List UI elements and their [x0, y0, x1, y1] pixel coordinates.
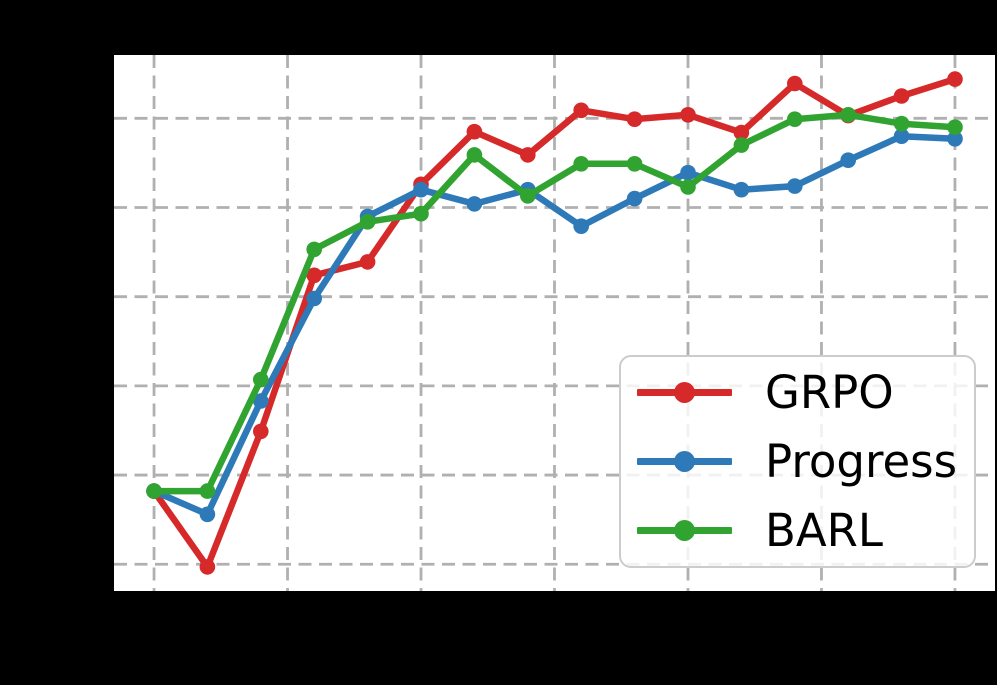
legend-entry: Progress [621, 427, 974, 496]
legend: GRPO Progress BARL [619, 355, 976, 568]
data-point-barl [146, 483, 162, 499]
series-line-progress [150, 132, 959, 518]
data-point-progress [840, 152, 856, 168]
data-point-progress [787, 178, 803, 194]
legend-entry: GRPO [621, 358, 974, 427]
legend-line-marker-icon [637, 451, 732, 473]
data-point-barl [413, 205, 429, 222]
data-point-barl [733, 137, 750, 153]
data-point-grpo [947, 71, 963, 87]
data-point-barl [573, 156, 589, 172]
data-point-grpo [787, 75, 803, 92]
legend-line-marker-icon [637, 520, 732, 542]
data-point-progress [253, 393, 269, 409]
data-point-barl [947, 119, 963, 135]
data-point-progress [626, 190, 643, 207]
data-point-barl [787, 111, 803, 127]
data-point-progress [199, 506, 216, 523]
legend-label: BARL [765, 504, 883, 557]
plot-svg [114, 55, 995, 591]
data-point-barl [466, 147, 483, 163]
data-point-grpo [733, 124, 750, 141]
data-point-grpo [680, 107, 696, 123]
data-point-barl [626, 156, 643, 172]
data-point-progress [947, 131, 963, 147]
data-point-progress [733, 181, 750, 198]
legend-label: GRPO [765, 366, 894, 419]
legend-entry: BARL [621, 496, 974, 565]
data-point-grpo [520, 147, 536, 163]
data-point-progress [306, 290, 322, 307]
data-point-barl [359, 214, 376, 230]
data-point-barl [893, 115, 910, 132]
data-point-grpo [199, 559, 216, 575]
data-point-grpo [466, 123, 483, 140]
data-point-grpo [626, 111, 643, 127]
data-point-barl [306, 241, 322, 258]
data-point-grpo [573, 102, 589, 119]
data-point-barl [520, 188, 536, 204]
data-point-grpo [253, 423, 269, 440]
data-point-progress [893, 128, 910, 144]
data-point-progress [466, 196, 483, 212]
data-point-progress [413, 181, 429, 198]
data-point-progress [573, 218, 589, 234]
data-point-progress [680, 164, 696, 181]
data-point-barl [253, 371, 269, 388]
legend-label: Progress [765, 435, 958, 488]
data-point-barl [680, 179, 696, 195]
data-point-grpo [893, 88, 910, 104]
data-point-grpo [359, 254, 376, 270]
data-point-barl [840, 107, 856, 123]
plot-area: GRPO Progress BARL [112, 53, 997, 593]
series-line-barl [150, 111, 959, 495]
data-point-barl [199, 483, 216, 499]
data-point-grpo [306, 267, 322, 284]
legend-line-marker-icon [637, 382, 732, 404]
